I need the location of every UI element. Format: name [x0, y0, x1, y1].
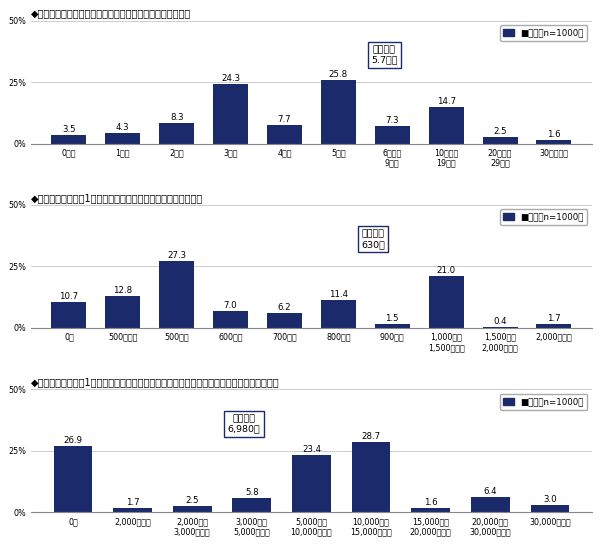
Text: 7.7: 7.7	[278, 114, 291, 124]
Bar	[321, 300, 356, 328]
Text: 23.4: 23.4	[302, 445, 321, 454]
Text: 27.3: 27.3	[167, 251, 186, 260]
Text: 26.9: 26.9	[64, 436, 82, 445]
Bar	[213, 84, 248, 143]
Text: 1.5: 1.5	[385, 314, 399, 323]
Bar	[213, 311, 248, 328]
Bar	[267, 125, 302, 143]
Bar	[428, 107, 464, 143]
Bar	[113, 508, 152, 512]
Text: 21.0: 21.0	[437, 267, 456, 275]
Text: 3.5: 3.5	[62, 125, 76, 134]
Text: 12.8: 12.8	[113, 287, 133, 295]
Text: 1.6: 1.6	[424, 499, 437, 507]
Text: 24.3: 24.3	[221, 74, 240, 83]
Text: 6.4: 6.4	[484, 487, 497, 495]
Bar	[173, 506, 212, 512]
Bar	[482, 137, 518, 143]
Bar	[105, 133, 140, 143]
Bar	[53, 446, 92, 512]
Bar	[536, 324, 571, 328]
Bar	[428, 276, 464, 328]
Text: 1.6: 1.6	[547, 130, 561, 138]
Text: 11.4: 11.4	[329, 290, 348, 299]
Text: 10.7: 10.7	[59, 292, 79, 301]
Legend: ■全体》n=1000「: ■全体》n=1000「	[500, 209, 587, 225]
Text: 28.7: 28.7	[361, 432, 380, 441]
Text: 8.3: 8.3	[170, 113, 184, 122]
Text: 7.0: 7.0	[224, 301, 238, 310]
Bar	[530, 505, 569, 512]
Text: 2.5: 2.5	[185, 496, 199, 505]
Bar	[321, 80, 356, 143]
Bar	[375, 324, 410, 328]
Text: 5.8: 5.8	[245, 488, 259, 497]
Text: ◆デートで飲食代（1回）を支払う際、いくらくらい支払うことが多いか　［数値入力形式］: ◆デートで飲食代（1回）を支払う際、いくらくらい支払うことが多いか ［数値入力形…	[31, 377, 280, 387]
Bar	[536, 140, 571, 143]
Text: 【平均】
630円: 【平均】 630円	[361, 229, 385, 249]
Text: 1.7: 1.7	[126, 498, 139, 507]
Bar	[159, 261, 194, 328]
Legend: ■全体》n=1000「: ■全体》n=1000「	[500, 25, 587, 41]
Text: 【平均】
6,980円: 【平均】 6,980円	[228, 414, 260, 433]
Text: 7.3: 7.3	[385, 116, 399, 125]
Bar	[375, 125, 410, 143]
Bar	[412, 508, 450, 512]
Bar	[267, 313, 302, 328]
Text: 4.3: 4.3	[116, 123, 130, 132]
Bar	[352, 442, 391, 512]
Text: 25.8: 25.8	[329, 70, 348, 79]
Text: ◆お小遣い額（月額）はいくらくらいか　［数値入力形式］: ◆お小遣い額（月額）はいくらくらいか ［数値入力形式］	[31, 8, 191, 19]
Text: ◆平日のランチ代（1回）はいくらくらいか　［数値入力形式］: ◆平日のランチ代（1回）はいくらくらいか ［数値入力形式］	[31, 193, 203, 203]
Bar	[52, 135, 86, 143]
Bar	[232, 498, 271, 512]
Text: 1.7: 1.7	[547, 314, 561, 323]
Text: 【平均】
5.7万円: 【平均】 5.7万円	[371, 45, 398, 65]
Legend: ■全体》n=1000「: ■全体》n=1000「	[500, 393, 587, 410]
Bar	[471, 496, 509, 512]
Text: 3.0: 3.0	[543, 495, 557, 504]
Text: 6.2: 6.2	[278, 302, 291, 312]
Bar	[482, 327, 518, 328]
Bar	[105, 296, 140, 328]
Text: 2.5: 2.5	[493, 128, 507, 136]
Bar	[292, 455, 331, 512]
Text: 0.4: 0.4	[493, 317, 507, 326]
Text: 14.7: 14.7	[437, 98, 456, 106]
Bar	[159, 123, 194, 143]
Bar	[52, 301, 86, 328]
